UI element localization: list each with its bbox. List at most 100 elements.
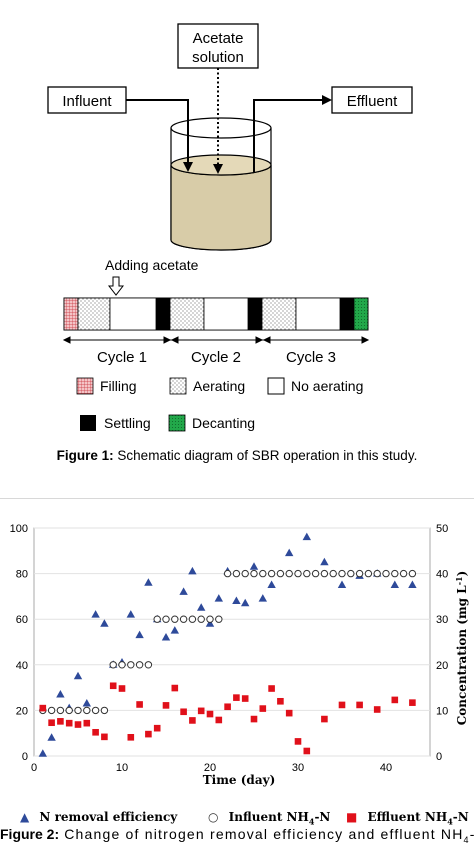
effluent-point: [206, 710, 214, 718]
left-y-tick-label: 100: [10, 523, 28, 535]
figure1-caption-label: Figure 1:: [56, 448, 114, 463]
influent-point: [364, 569, 373, 578]
effluent-point: [321, 715, 328, 723]
effluent-point: [153, 724, 161, 732]
left-y-tick-label: 0: [22, 751, 28, 763]
effluent-point: [409, 699, 416, 706]
influent-point: [259, 569, 267, 578]
legend-decanting-label: Decanting: [192, 415, 255, 431]
left-y-tick-label: 20: [16, 705, 28, 717]
x-tick-label: 20: [204, 762, 216, 774]
legend-influent: ○ Influent NH4-N: [208, 810, 330, 826]
n-removal-point: [302, 532, 311, 541]
influent-point: [127, 661, 135, 669]
figure1-diagram: Acetate solution Influent Effluent Addin…: [47, 23, 413, 432]
influent-point: [109, 661, 117, 669]
influent-point: [267, 569, 276, 578]
effluent-point: [391, 696, 399, 704]
n-removal-point: [249, 562, 259, 570]
influent-point: [276, 569, 285, 578]
figure2-chart: 0 20 40 60 80 100 0 10 20 30 40 50 0 10 20 30 40 Time (d…: [10, 523, 469, 787]
n-removal-point: [258, 594, 267, 602]
n-removal-point: [285, 548, 294, 557]
right-y-tick-label: 50: [436, 523, 448, 535]
influent-point: [303, 569, 311, 578]
bar-no-aerating-3: [295, 297, 341, 331]
influent-point: [223, 569, 232, 578]
effluent-point: [145, 730, 152, 738]
influent-point: [391, 569, 399, 578]
acetate-label-line2: solution: [192, 49, 244, 66]
legend-filling-label: Filling: [100, 378, 137, 394]
influent-point: [135, 661, 144, 669]
phase-legend: Filling Aerating No aerating Settling De…: [76, 377, 363, 432]
effluent-point: [250, 715, 258, 723]
effluent-point: [303, 747, 311, 755]
influent-point: [153, 615, 161, 623]
right-y-label-tail: ): [455, 571, 469, 577]
influent-point: [250, 569, 258, 578]
effluent-point: [259, 705, 267, 712]
influent-arrow: [126, 99, 193, 172]
effluent-point: [285, 709, 293, 717]
effluent-point: [136, 701, 143, 708]
effluent-point: [356, 701, 363, 709]
legend-no-aerating-label: No aerating: [291, 378, 363, 394]
influent-point: [56, 706, 65, 715]
right-y-tick-label: 0: [436, 751, 442, 763]
effluent-point: [189, 717, 196, 724]
adding-acetate-arrow: [107, 276, 125, 296]
cycle3-label: Cycle 3: [286, 349, 336, 366]
n-removal-point: [100, 619, 109, 627]
right-y-tick-label: 10: [436, 705, 448, 717]
n-removal-point: [38, 749, 47, 757]
influent-point: [83, 706, 91, 715]
figure2-legend: ▲ N removal efficiency ○ Influent NH4-N …: [0, 810, 474, 828]
effluent-point: [224, 703, 231, 711]
influent-point: [294, 569, 302, 578]
figure2-caption: Figure 2: Change of nitrogen removal eff…: [0, 826, 474, 845]
bar-settling-2: [248, 298, 262, 330]
bar-decanting: [353, 297, 369, 331]
right-y-tick-label: 30: [436, 614, 448, 626]
right-y-tick-label: 40: [436, 569, 448, 581]
influent-point: [65, 706, 73, 715]
n-removal-point: [408, 580, 417, 588]
n-removal-point: [135, 630, 144, 639]
influent-point: [329, 569, 337, 578]
effluent-point: [92, 728, 99, 736]
figure1-caption: Figure 1: Schematic diagram of SBR opera…: [0, 448, 474, 463]
legend-filling-swatch: [76, 377, 94, 395]
influent-point: [320, 569, 329, 578]
effluent-point: [109, 682, 117, 690]
left-y-tick-label: 60: [16, 614, 28, 626]
n-removal-point: [73, 671, 83, 680]
influent-point: [118, 661, 126, 669]
effluent-point: [118, 685, 126, 692]
effluent-point: [83, 719, 91, 727]
effluent-point: [48, 719, 55, 727]
influent-point: [215, 615, 223, 623]
x-tick-label: 30: [292, 762, 304, 774]
effluent-point: [171, 684, 179, 692]
figure2-caption-label: Figure 2:: [0, 826, 60, 842]
influent-box: [47, 86, 127, 114]
sbr-reactor: [170, 117, 272, 251]
n-removal-point: [241, 598, 250, 607]
n-removal-point: [82, 699, 91, 707]
influent-label: Influent: [62, 93, 112, 110]
influent-point: [382, 569, 390, 578]
chart-marks: [38, 532, 417, 757]
n-removal-point: [161, 632, 171, 641]
influent-point: [338, 569, 346, 578]
bar-no-aerating-2: [203, 297, 249, 331]
legend-n-removal-label: N removal efficiency: [39, 810, 178, 824]
legend-effluent: ■ Effluent NH4-N: [346, 810, 469, 826]
x-tick-label: 40: [380, 762, 392, 774]
influent-point: [373, 569, 381, 578]
bar-settling-3: [340, 298, 354, 330]
influent-point: [162, 615, 170, 623]
effluent-point: [65, 719, 73, 727]
left-y-tick-label: 80: [16, 569, 28, 581]
n-removal-point: [188, 566, 197, 575]
